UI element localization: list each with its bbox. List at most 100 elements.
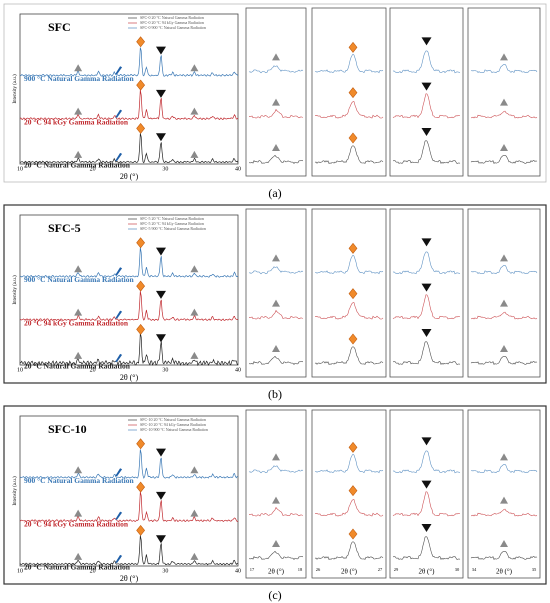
marker-diamond: [348, 288, 358, 300]
zoom-trace: [314, 541, 384, 560]
legend-entry: SFC-5 20 °C Natural Gamma Radiation: [140, 216, 204, 221]
marker-triangle: [190, 308, 199, 316]
x-tick-label: 30: [162, 166, 168, 172]
x-tick-label: 20: [90, 367, 96, 373]
marker-triangle: [272, 98, 280, 106]
panel-title: SFC: [48, 20, 71, 34]
marker-triangle: [272, 453, 280, 461]
zoom-plot: [389, 208, 464, 378]
zoom-trace: [470, 551, 538, 561]
zoom-plot: [311, 409, 387, 579]
zoom-trace: [470, 508, 538, 517]
marker-triangle: [500, 540, 508, 547]
marker-inverted-triangle: [421, 329, 432, 337]
marker-triangle: [74, 64, 83, 72]
marker-slash: [115, 267, 123, 276]
marker-diamond: [136, 122, 146, 134]
zoom-trace: [392, 294, 461, 320]
legend-entry: SFC-5 900 °C Natural Gamma Radiation: [140, 226, 206, 231]
x-tick-label: 10: [17, 166, 23, 172]
trace-label: 900 °C Natural Gamma Radiation: [24, 476, 134, 485]
zoom-trace: [392, 50, 461, 74]
marker-triangle: [500, 144, 508, 151]
y-axis-label: Intensity (a.u.): [13, 74, 18, 104]
marker-triangle: [500, 496, 508, 504]
main-plot: [19, 214, 239, 366]
xrd-trace: [19, 535, 239, 566]
xrd-trace: [19, 291, 239, 322]
xrd-trace: [19, 247, 239, 278]
zoom-x-tick-label: 18: [298, 567, 303, 572]
zoom-trace: [470, 464, 538, 474]
trace-label: 900 °C Natural Gamma Radiation: [24, 275, 134, 284]
y-axis-label: Intensity (a.u.): [13, 275, 18, 305]
marker-slash: [115, 511, 123, 520]
marker-triangle: [190, 64, 199, 72]
marker-triangle: [190, 509, 199, 517]
marker-inverted-triangle: [155, 535, 166, 544]
zoom-plot: [467, 208, 541, 378]
zoom-trace: [392, 491, 461, 517]
trace-label: 900 °C Natural Gamma Radiation: [24, 74, 134, 83]
zoom-plot: [389, 409, 464, 579]
marker-triangle: [74, 107, 83, 115]
xrd-trace: [19, 492, 239, 523]
marker-diamond: [136, 323, 146, 335]
zoom-plot: [467, 409, 541, 579]
zoom-trace: [248, 355, 304, 365]
panel-title: SFC-5: [48, 221, 81, 235]
legend-entry: SFC-10 20 °C Natural Gamma Radiation: [140, 417, 206, 422]
marker-diamond: [348, 132, 358, 144]
zoom-trace: [470, 311, 538, 320]
marker-slash: [115, 66, 123, 75]
marker-diamond: [136, 36, 146, 48]
zoom-trace: [314, 302, 384, 320]
marker-triangle: [272, 144, 280, 151]
x-tick-label: 20: [90, 568, 96, 574]
panel-caption: (c): [268, 588, 281, 602]
marker-inverted-triangle: [421, 480, 432, 489]
zoom-trace: [314, 499, 384, 517]
zoom-trace: [248, 65, 304, 74]
zoom-trace: [470, 110, 538, 119]
x-tick-label: 30: [162, 367, 168, 373]
marker-inverted-triangle: [421, 82, 432, 91]
trace-label: 20 °C Natural Gamma Radiation: [24, 362, 131, 371]
marker-diamond: [136, 237, 146, 249]
marker-slash: [115, 310, 123, 319]
zoom-x-tick-label: 29: [394, 567, 399, 572]
marker-triangle: [74, 552, 83, 560]
zoom-plot: [245, 7, 307, 177]
legend-entry: SFC-10 900 °C Natural Gamma Radiation: [140, 427, 208, 432]
xrd-trace: [19, 333, 239, 367]
trace-label: 20 °C 94 kGy Gamma Radiation: [24, 117, 129, 126]
marker-diamond: [348, 528, 358, 540]
marker-inverted-triangle: [155, 334, 166, 343]
marker-diamond: [348, 485, 358, 497]
marker-diamond: [348, 333, 358, 345]
legend-entry: SFC-0 20 °C Natural Gamma Radiation: [140, 15, 204, 20]
zoom-trace: [392, 140, 461, 164]
marker-triangle: [272, 540, 280, 547]
zoom-x-tick-label: 35: [532, 567, 537, 572]
zoom-trace: [248, 108, 304, 119]
zoom-trace: [470, 356, 538, 366]
x-tick-label: 10: [17, 568, 23, 574]
marker-triangle: [190, 351, 199, 359]
zoom-x-label: 2θ (°): [418, 568, 435, 576]
zoom-x-tick-label: 26: [316, 567, 321, 572]
marker-inverted-triangle: [155, 448, 166, 457]
zoom-trace: [392, 536, 461, 560]
zoom-trace: [470, 265, 538, 275]
marker-slash: [115, 353, 123, 362]
marker-slash: [115, 152, 123, 161]
zoom-trace: [248, 465, 304, 474]
marker-triangle: [500, 53, 508, 61]
marker-triangle: [500, 254, 508, 262]
zoom-trace: [314, 453, 384, 474]
marker-inverted-triangle: [421, 128, 432, 136]
marker-triangle: [74, 351, 83, 359]
zoom-trace: [314, 346, 384, 365]
